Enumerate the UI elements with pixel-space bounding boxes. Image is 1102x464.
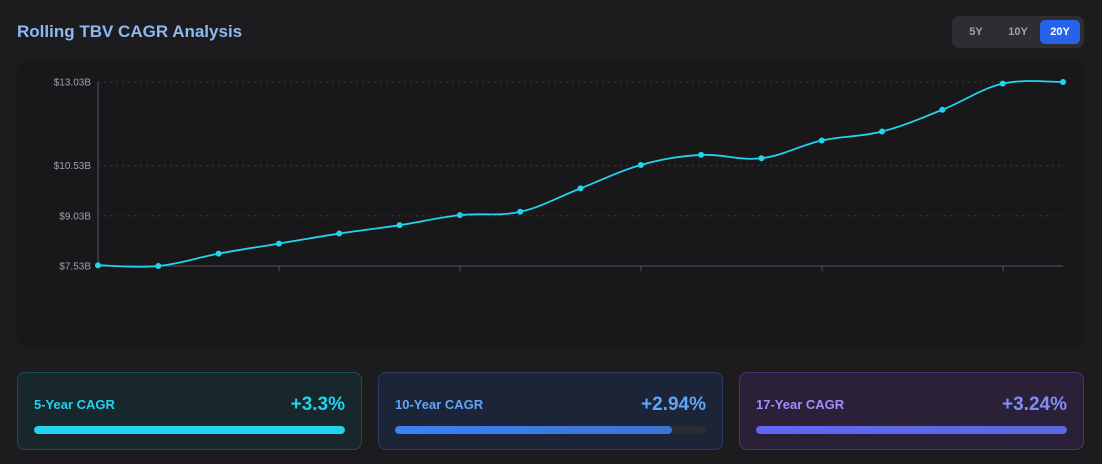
stat-card-10y: 10-Year CAGR +2.94% (378, 372, 723, 450)
stat-card-5y: 5-Year CAGR +3.3% (17, 372, 362, 450)
stat-value: +3.3% (290, 394, 345, 415)
y-tick-label: $10.53B (54, 161, 92, 172)
data-point (637, 161, 644, 168)
y-tick-label: $9.03B (59, 211, 91, 222)
stat-value: +3.24% (1002, 394, 1067, 415)
data-point (275, 240, 282, 247)
data-point (456, 212, 463, 219)
stat-label: 10-Year CAGR (395, 397, 484, 412)
range-5y-button[interactable]: 5Y (969, 26, 983, 38)
data-point (155, 263, 162, 269)
progress-fill (395, 426, 672, 434)
data-point (758, 155, 765, 162)
tbv-line-chart: $7.53B $9.03B $10.53B $13.03B (54, 78, 1066, 273)
data-point (999, 80, 1006, 87)
data-point (698, 151, 705, 158)
data-point (396, 222, 403, 229)
data-point (336, 230, 343, 237)
stat-label: 5-Year CAGR (34, 397, 115, 412)
range-20y-button[interactable]: 20Y (1040, 20, 1080, 44)
series-line (97, 80, 1064, 268)
y-tick-label: $13.03B (54, 78, 92, 89)
range-toggle: 5Y 10Y 20Y (952, 16, 1084, 48)
progress-track (395, 426, 706, 434)
data-point (95, 262, 101, 269)
stat-card-17y: 17-Year CAGR +3.24% (739, 372, 1084, 450)
data-point (939, 106, 946, 113)
data-point (879, 128, 886, 135)
data-point (818, 137, 825, 144)
y-tick-label: $7.53B (59, 262, 91, 273)
progress-fill (34, 426, 345, 434)
data-point (215, 250, 222, 257)
progress-fill (756, 426, 1067, 434)
data-point (1060, 79, 1066, 85)
page-title: Rolling TBV CAGR Analysis (17, 22, 243, 41)
data-point (577, 185, 584, 192)
range-10y-button[interactable]: 10Y (1008, 26, 1028, 38)
progress-track (34, 426, 345, 434)
stat-label: 17-Year CAGR (756, 397, 845, 412)
chart-card: $7.53B $9.03B $10.53B $13.03B (17, 61, 1083, 347)
progress-track (756, 426, 1067, 434)
data-point (517, 208, 524, 215)
stat-value: +2.94% (641, 394, 706, 415)
